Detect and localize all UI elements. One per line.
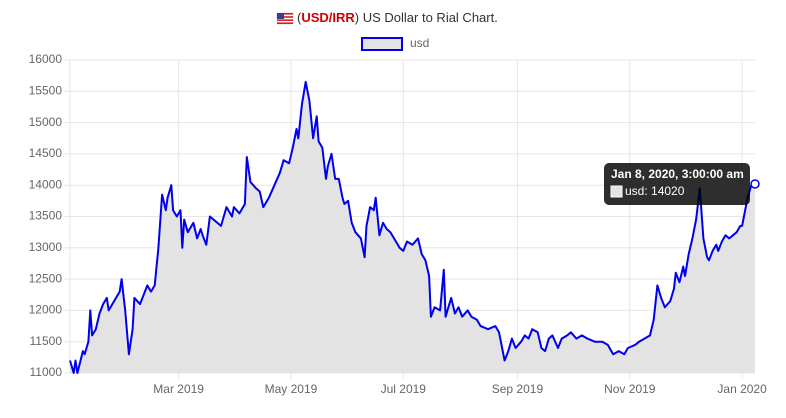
title-part: ) US Dollar to Rial Chart. (355, 10, 498, 25)
y-tick-label: 14500 (29, 146, 63, 160)
tooltip-text: usd: 14020 (625, 184, 685, 198)
tooltip-box (604, 163, 750, 205)
legend-label: usd (410, 36, 429, 50)
y-tick-label: 14000 (29, 177, 63, 191)
y-tick-label: 12000 (29, 303, 63, 317)
y-tick-label: 12500 (29, 271, 63, 285)
x-tick-label: Jul 2019 (381, 382, 427, 396)
y-tick-label: 15000 (29, 115, 63, 129)
area (70, 81, 755, 374)
x-tick-label: Nov 2019 (604, 382, 656, 396)
title-part: ( (297, 10, 302, 25)
hover-point (750, 179, 760, 189)
title-pair: USD/IRR (301, 10, 355, 25)
flag-icon (276, 12, 294, 25)
line (69, 80, 756, 374)
y-tick-label: 13000 (29, 240, 63, 254)
x-tick-label: Sep 2019 (492, 382, 544, 396)
y-tick-label: 13500 (29, 209, 63, 223)
legend-swatch (361, 37, 403, 51)
y-tick-label: 15500 (29, 83, 63, 97)
y-tick-label: 11500 (30, 334, 63, 348)
x-tick-label: Jan 2020 (717, 382, 767, 396)
x-tick-label: Mar 2019 (153, 382, 204, 396)
y-tick-label: 16000 (29, 52, 63, 66)
tooltip-title: Jan 8, 2020, 3:00:00 am (611, 167, 744, 181)
x-tick-label: May 2019 (265, 382, 318, 396)
chart-title: (USD/IRR) US Dollar to Rial Chart. (297, 10, 498, 25)
y-tick-label: 11000 (30, 365, 63, 379)
tooltip-swatch (610, 185, 623, 198)
